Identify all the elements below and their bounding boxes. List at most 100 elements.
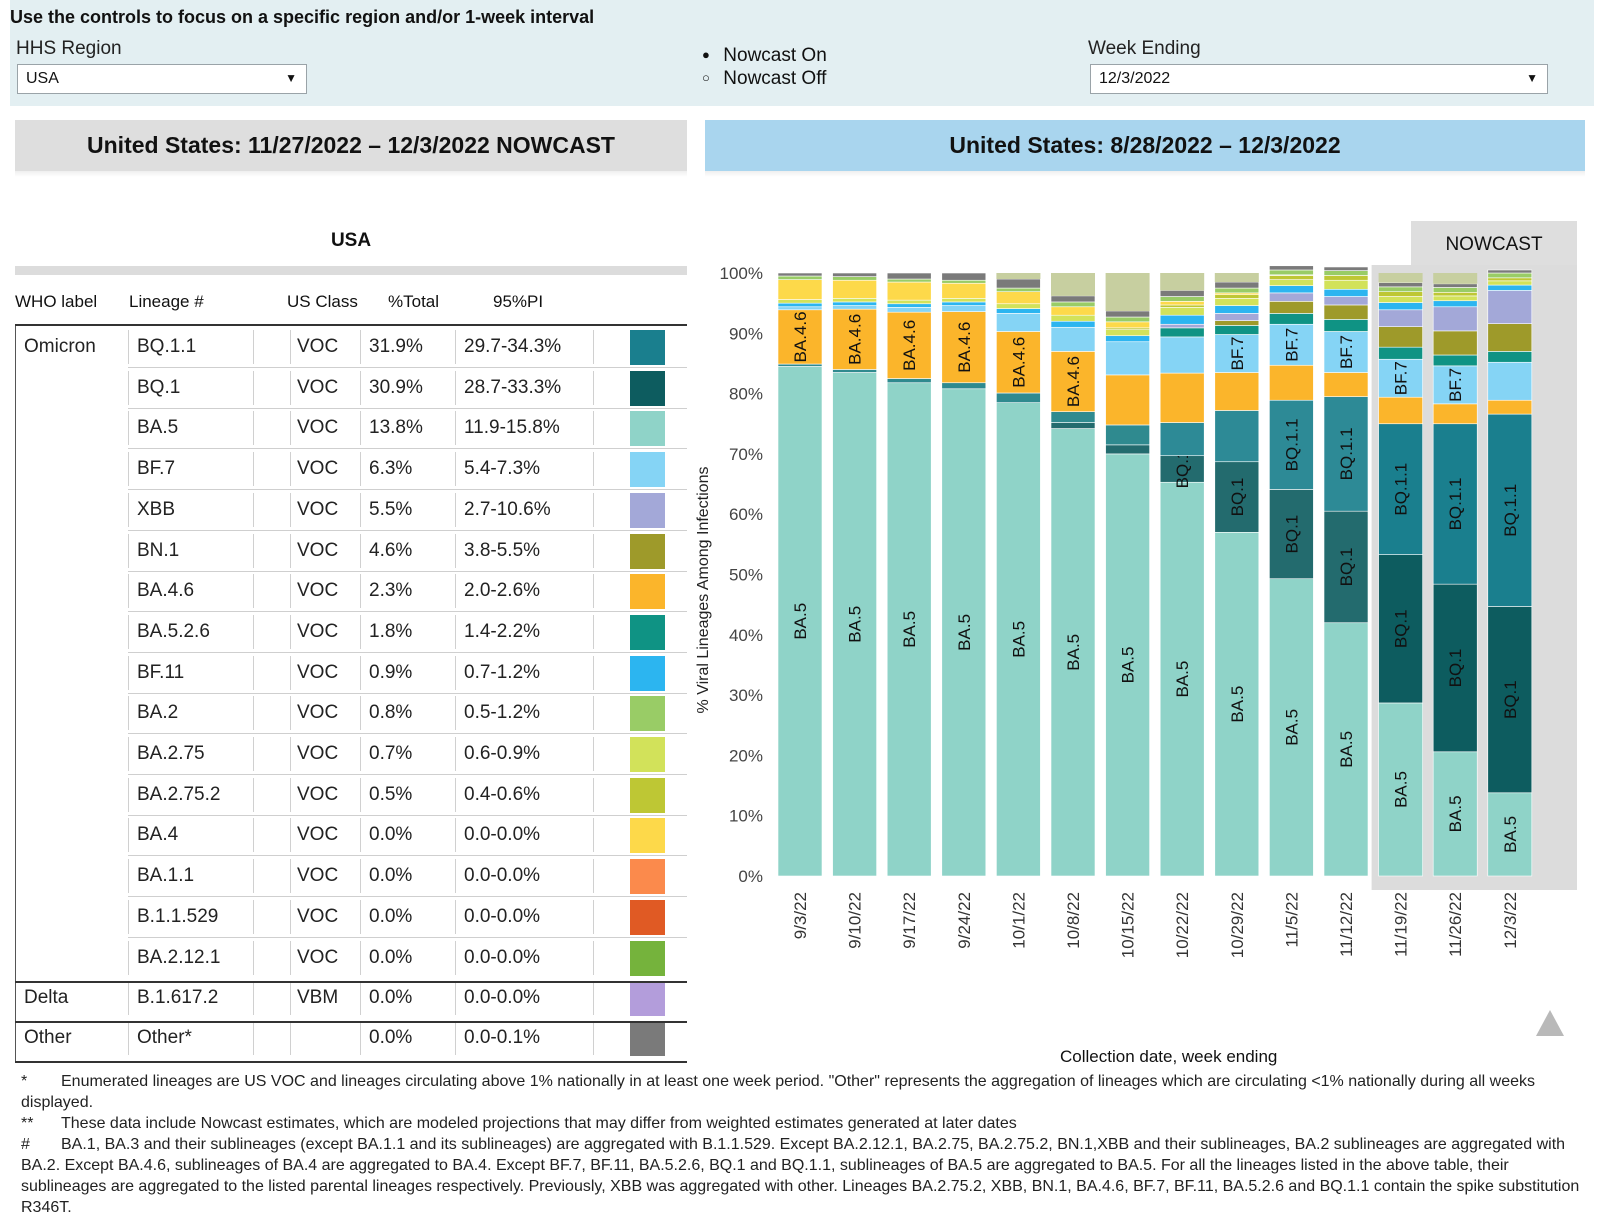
cell-divider <box>290 330 291 364</box>
cell-divider <box>593 452 594 487</box>
segment-label: BQ.1 <box>1446 649 1465 688</box>
cell-divider <box>455 777 456 812</box>
bar-segment <box>1214 298 1260 306</box>
cell-divider <box>290 614 291 649</box>
week-label: Week Ending <box>1088 38 1201 59</box>
region-select[interactable]: USA ▼ <box>17 64 307 94</box>
footnote-text: These data include Nowcast estimates, wh… <box>61 1115 1017 1132</box>
bar-segment <box>1432 283 1478 288</box>
segment-label: BA.4.6 <box>1064 356 1083 407</box>
bar-segment <box>1378 291 1423 297</box>
percent-total-cell: 0.9% <box>369 661 413 683</box>
lineage-cell: Other* <box>137 1026 192 1048</box>
bar-segment <box>832 301 877 306</box>
cell-divider <box>290 411 291 446</box>
row-divider <box>128 896 687 898</box>
bar-segment <box>1159 372 1205 423</box>
bar-segment <box>886 281 932 301</box>
bar-segment <box>886 299 932 305</box>
footnote-text: Enumerated lineages are US VOC and linea… <box>21 1073 1535 1111</box>
cell-divider <box>253 411 254 446</box>
cell-divider <box>128 533 129 568</box>
segment-label: BA.5 <box>1392 771 1411 808</box>
table-row: BN.1 VOC 4.6% 3.8-5.5% <box>15 531 687 572</box>
cell-divider <box>360 574 361 609</box>
cell-divider <box>593 655 594 690</box>
x-tick-label: 10/29/22 <box>1228 892 1247 958</box>
pi-cell: 3.8-5.5% <box>464 539 541 561</box>
lineage-cell: B.1.617.2 <box>137 986 219 1008</box>
bar-segment <box>1487 792 1533 877</box>
lineage-cell: BQ.1 <box>137 376 181 398</box>
bar-segment <box>1432 354 1478 367</box>
cell-divider <box>360 899 361 934</box>
bar-segment <box>1378 554 1423 704</box>
scroll-up-triangle-icon[interactable] <box>1536 1010 1564 1036</box>
bar-segment <box>996 331 1041 394</box>
nowcast-off-radio[interactable]: ○ Nowcast Off <box>702 68 826 90</box>
y-tick-label: 70% <box>729 445 763 464</box>
bar-segment <box>1432 365 1478 405</box>
cell-divider <box>290 777 291 812</box>
bar-segment <box>1487 606 1533 794</box>
controls-title: Use the controls to focus on a specific … <box>10 7 595 27</box>
bar-segment <box>996 278 1041 289</box>
lineage-cell: BA.4 <box>137 824 179 846</box>
segment-label: BA.5 <box>1228 686 1247 723</box>
cell-divider <box>290 696 291 731</box>
pi-cell: 0.0-0.0% <box>464 946 541 968</box>
bar-segment <box>1159 301 1205 306</box>
segment-label: BA.4.6 <box>791 311 810 362</box>
cell-divider <box>593 696 594 731</box>
bar-segment <box>832 369 877 373</box>
header-shadow <box>15 171 687 177</box>
bar-segment <box>1432 583 1478 753</box>
pi-cell: 1.4-2.2% <box>464 620 541 642</box>
table-left-rule <box>15 326 16 1063</box>
bar-segment <box>1323 304 1369 320</box>
bar-segment <box>777 306 823 311</box>
bar-segment <box>1105 444 1150 455</box>
week-select[interactable]: 12/3/2022 ▼ <box>1090 64 1548 94</box>
bar-segment <box>1432 287 1478 293</box>
lineage-cell: BA.4.6 <box>137 580 195 602</box>
lineage-cell: BA.2 <box>137 702 179 724</box>
bar-segment <box>996 291 1041 305</box>
region-select-value: USA <box>26 70 59 87</box>
bar-segment <box>1105 273 1150 311</box>
bar-segment <box>777 279 823 300</box>
bar-segment <box>1050 428 1096 877</box>
cell-divider <box>253 737 254 771</box>
nowcast-on-radio[interactable]: ● Nowcast On <box>702 45 827 67</box>
segment-label: BQ.1.1 <box>1282 418 1301 471</box>
bar-segment <box>1378 296 1423 303</box>
lineage-cell: B.1.1.529 <box>137 905 219 927</box>
week-select-value: 12/3/2022 <box>1099 70 1171 87</box>
bar-segment <box>1323 319 1369 332</box>
cell-divider <box>360 655 361 690</box>
segment-label: BQ.1.1 <box>1337 427 1356 480</box>
bar-segment <box>1323 288 1369 297</box>
bar-segment <box>1432 300 1478 308</box>
cell-divider <box>253 574 254 609</box>
cell-divider <box>253 655 254 690</box>
us-class-cell: VOC <box>297 580 339 602</box>
bar-segment <box>1487 361 1533 401</box>
bar-segment <box>886 307 932 313</box>
bar-segment <box>832 272 877 277</box>
bar-segment <box>832 298 877 303</box>
table-row: B.1.1.529 VOC 0.0% 0.0-0.0% <box>15 897 687 938</box>
cell-divider <box>128 859 129 894</box>
cell-divider <box>360 980 361 1015</box>
bar-segment <box>1159 336 1205 374</box>
bar-segment <box>777 275 823 280</box>
bar-segment <box>832 305 877 310</box>
header-shadow <box>705 171 1585 177</box>
percent-total-cell: 2.3% <box>369 580 413 602</box>
cell-divider <box>593 859 594 894</box>
bar-segment <box>1050 295 1096 303</box>
bar-segment <box>1487 280 1533 286</box>
col-header-who: WHO label <box>15 292 98 311</box>
lineage-cell: BF.11 <box>137 661 185 683</box>
table-row: BA.5.2.6 VOC 1.8% 1.4-2.2% <box>15 612 687 653</box>
